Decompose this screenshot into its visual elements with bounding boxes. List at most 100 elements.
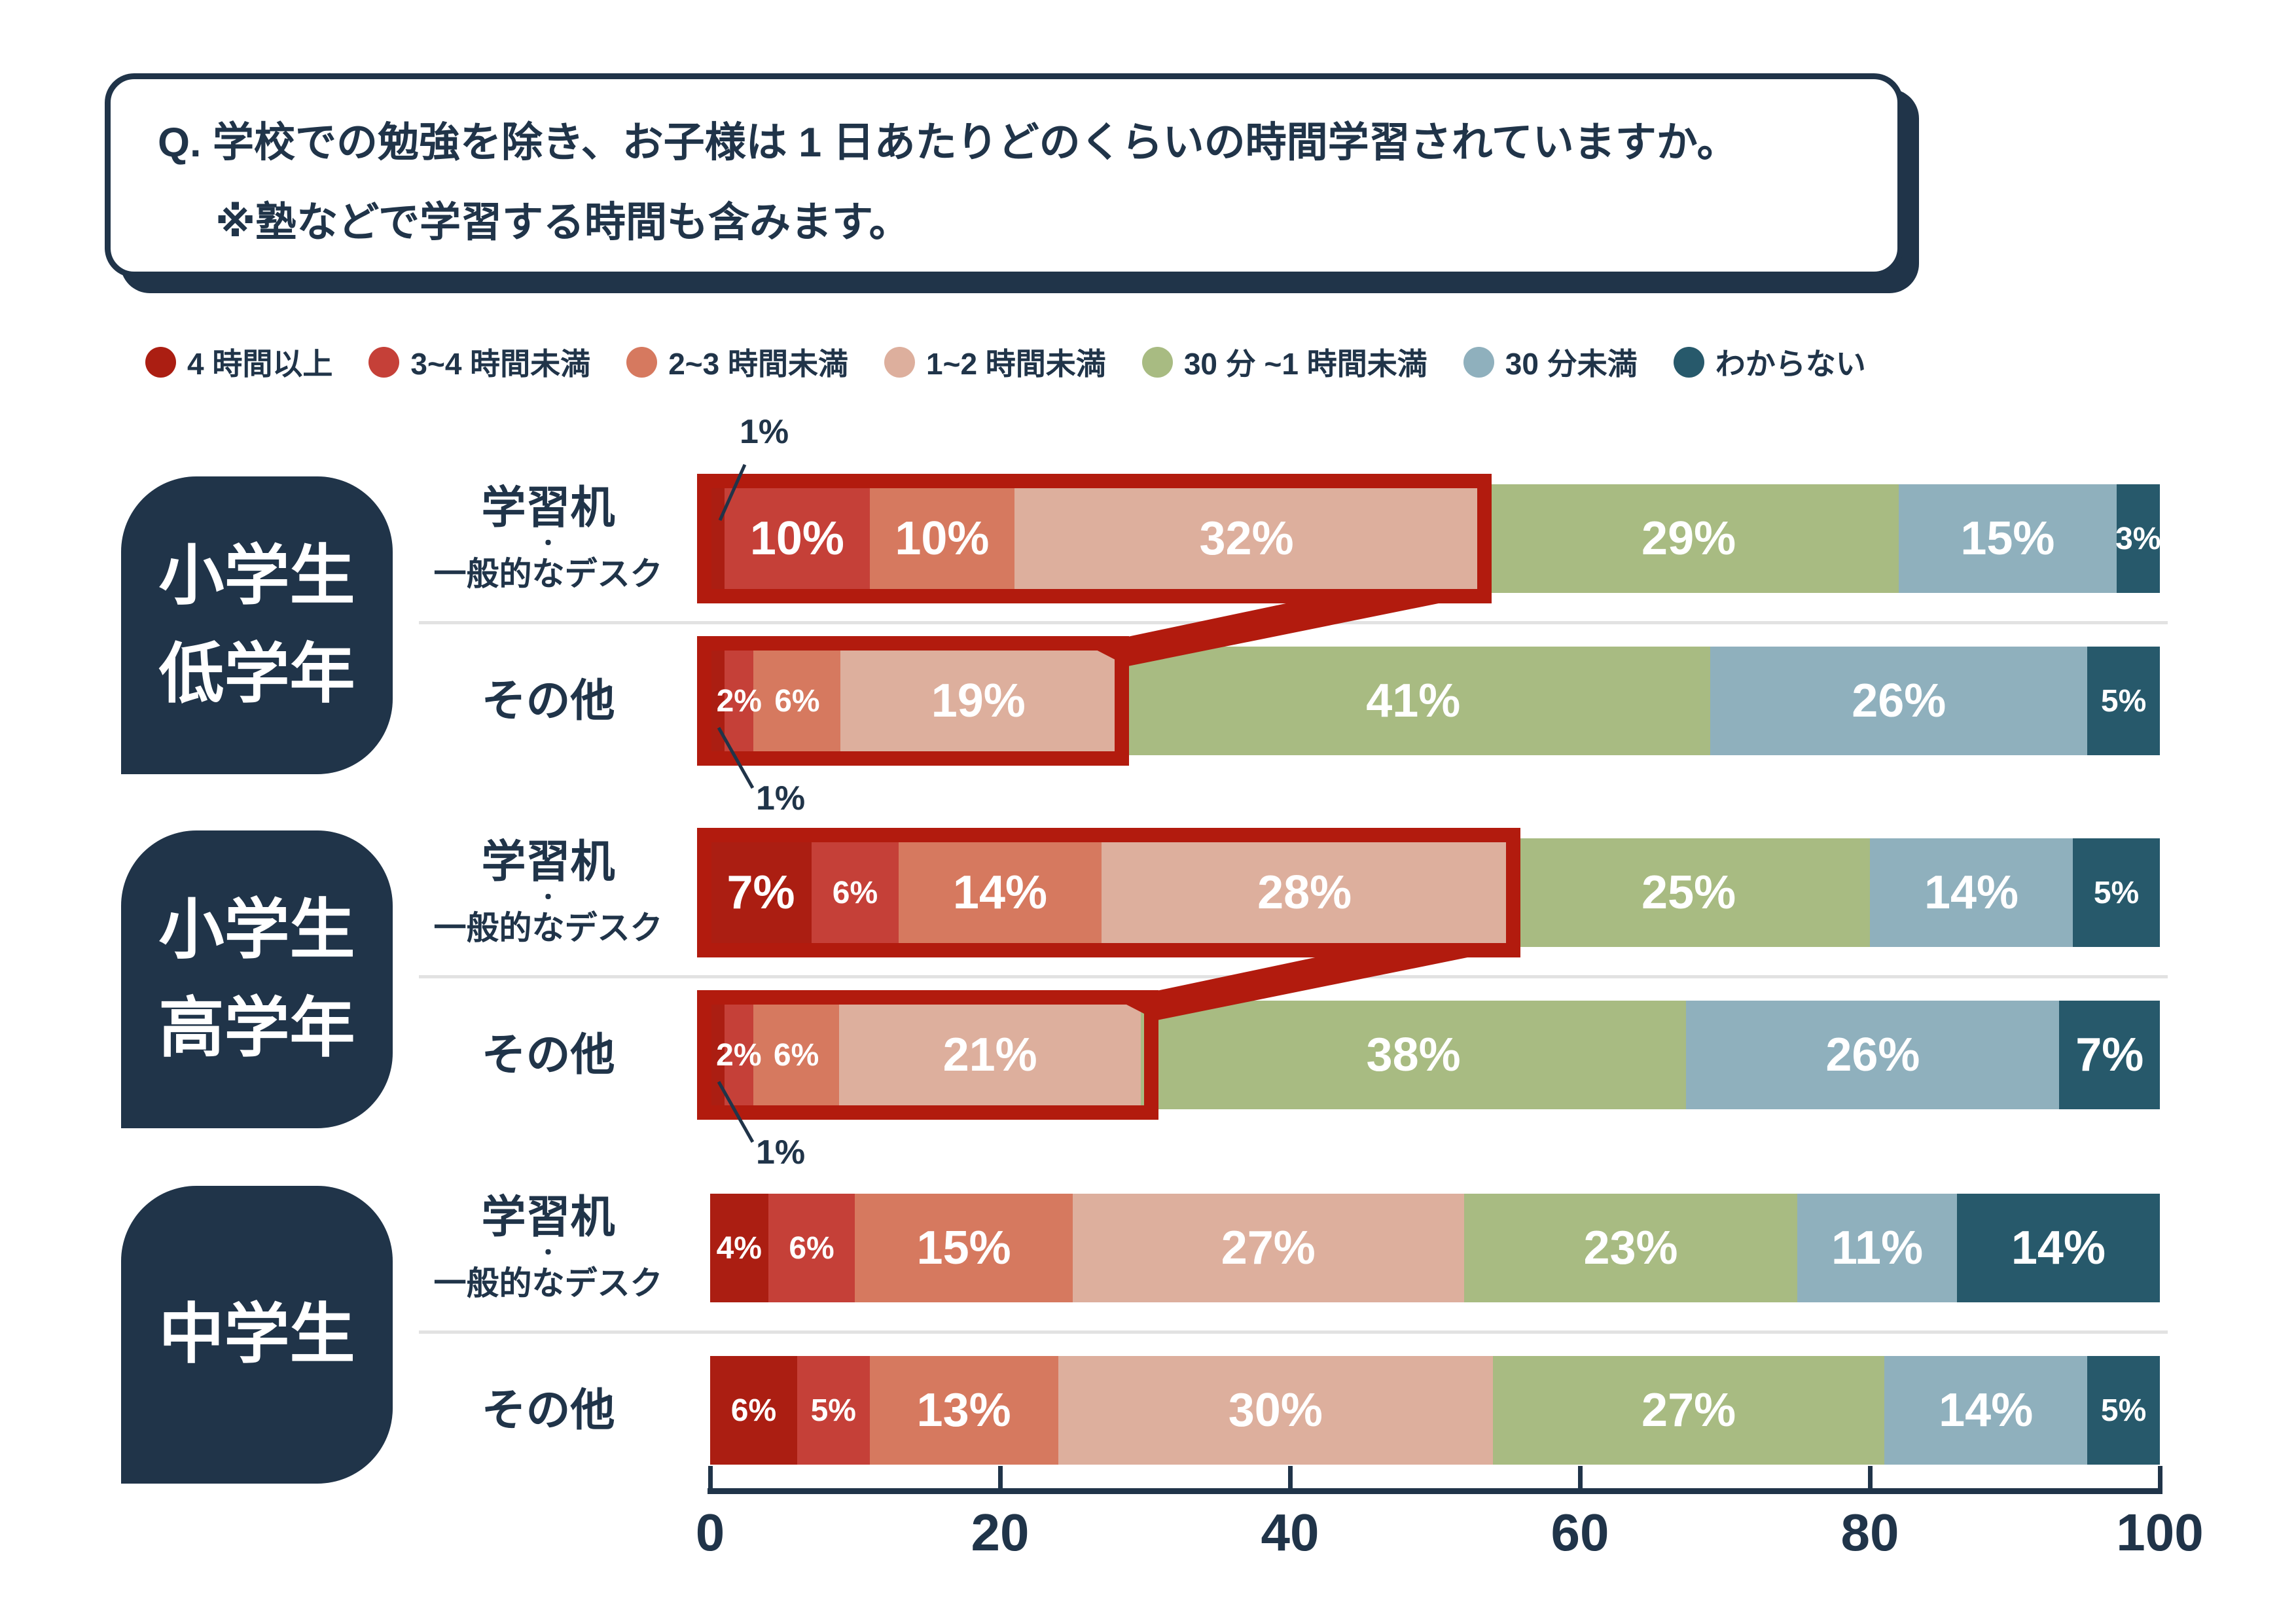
bar-segment: 5% — [2087, 647, 2160, 755]
bar-row: 4% 6% 15% 27% 23% 11% 14% — [710, 1194, 2160, 1302]
bar-segment: 15% — [1899, 484, 2117, 593]
row-label-text: ・ — [537, 531, 560, 556]
legend-color-dot-icon — [145, 346, 176, 378]
x-axis-tick — [2158, 1466, 2162, 1488]
bar-segment: 26% — [1710, 647, 2088, 755]
bar-segment-label: 15% — [1960, 512, 2055, 565]
bar-segment: 7% — [710, 838, 812, 947]
legend-item: 30 分未満 — [1463, 340, 1638, 383]
bar-segment-label: 5% — [2100, 683, 2147, 719]
bar-segment-label: 10% — [749, 512, 844, 565]
legend-color-dot-icon — [1463, 346, 1494, 378]
row-label-text: ・ — [537, 1240, 560, 1266]
bar-segment: 25% — [1507, 838, 1870, 947]
bar-segment: 29% — [1478, 484, 1899, 593]
bar-segment-label: 41% — [1366, 675, 1461, 727]
bar-segment-label: 25% — [1641, 866, 1736, 919]
bar-segment-label: 27% — [1641, 1384, 1736, 1436]
x-axis-tick — [1578, 1466, 1583, 1488]
bar-segment: 41% — [1116, 647, 1711, 755]
group-label: 低学年 — [158, 637, 355, 711]
legend-label: 4 時間以上 — [187, 347, 333, 381]
bar-segment-label: 26% — [1852, 675, 1946, 727]
question-box: Q. 学校での勉強を除き、お子様は 1 日あたりどのくらいの時間学習されています… — [105, 73, 1903, 277]
bar-segment: 3% — [2115, 484, 2161, 593]
leader-annotation-label: 1% — [756, 779, 806, 817]
bar-segment-label: 21% — [942, 1029, 1037, 1081]
bar-segment-label: 5% — [2100, 1393, 2147, 1428]
bar-segment: 30% — [1058, 1356, 1494, 1465]
legend-item: 3~4 時間未満 — [368, 340, 590, 383]
bar-segment-label: 4% — [716, 1230, 762, 1266]
bar-segment: 14% — [1956, 1194, 2160, 1302]
bar-segment: 14% — [898, 838, 1102, 947]
row-label-text: その他 — [481, 675, 615, 726]
question-line-2: ※塾などで学習する時間も含みます。 — [215, 200, 910, 245]
bar-segment: 13% — [869, 1356, 1058, 1465]
bar-segment: 5% — [2073, 838, 2160, 947]
bar-segment-label: 2% — [716, 1037, 762, 1073]
group-separator-line — [419, 1330, 2168, 1334]
x-axis-tick-label: 60 — [1551, 1503, 1609, 1561]
x-axis-tick — [708, 1466, 713, 1488]
x-axis-tick-label: 20 — [971, 1503, 1030, 1561]
leader-annotation-label: 1% — [740, 413, 789, 451]
bar-segment: 23% — [1463, 1194, 1798, 1302]
bar-segment: 11% — [1797, 1194, 1957, 1302]
row-label-other: その他 — [393, 627, 704, 775]
bar-segment-label: 3% — [2115, 521, 2161, 556]
bar-row: 10% 10% 32% 29% 15% 3% — [710, 484, 2161, 593]
x-axis-tick — [998, 1466, 1003, 1488]
x-axis-tick-label: 100 — [2116, 1503, 2204, 1561]
x-axis-tick-label: 0 — [695, 1503, 725, 1561]
legend-color-dot-icon — [1673, 346, 1704, 378]
bar-segment: 6% — [753, 647, 841, 755]
bar-row: 7% 6% 14% 28% 25% 14% 5% — [710, 838, 2160, 947]
bar-segment: 26% — [1686, 1001, 2060, 1109]
row-label-desk: 学習机・一般的なデスク — [393, 465, 704, 613]
legend-item: 1~2 時間未満 — [884, 340, 1106, 383]
bar-segment-label: 38% — [1366, 1029, 1461, 1081]
bar-row: 6% 5% 13% 30% 27% 14% 5% — [710, 1356, 2160, 1465]
bar-segment-label: 5% — [2093, 875, 2140, 910]
legend-color-dot-icon — [626, 346, 658, 378]
bar-segment-label: 6% — [832, 875, 878, 910]
group-separator-line — [419, 621, 2168, 624]
bar-segment-label: 28% — [1257, 866, 1352, 919]
row-label-text: 一般的なデスク — [433, 1265, 663, 1302]
bar-segment-label: 19% — [931, 675, 1026, 727]
bar-segment-label: 13% — [916, 1384, 1011, 1436]
bar-segment — [710, 484, 725, 593]
legend-label: 30 分 ~1 時間未満 — [1183, 347, 1427, 381]
bar-segment: 27% — [1493, 1356, 1885, 1465]
question-line-1: Q. 学校での勉強を除き、お子様は 1 日あたりどのくらいの時間学習されています… — [158, 120, 1738, 166]
legend-label: 1~2 時間未満 — [926, 347, 1106, 381]
legend-item: 2~3 時間未満 — [626, 340, 848, 383]
legend-label: 30 分未満 — [1505, 347, 1638, 381]
x-axis-tick-label: 80 — [1840, 1503, 1899, 1561]
row-label-text: 学習机 — [481, 837, 615, 887]
x-axis-tick — [1868, 1466, 1873, 1488]
bar-segment-label: 6% — [773, 1037, 819, 1073]
bar-segment: 7% — [2059, 1001, 2160, 1109]
bar-segment: 2% — [717, 647, 762, 755]
row-label-desk: 学習机・一般的なデスク — [393, 819, 704, 967]
bar-segment: 6% — [812, 838, 899, 947]
bar-row: 2% 6% 21% 38% 26% 7% — [710, 1001, 2160, 1109]
legend-label: わからない — [1715, 347, 1866, 381]
group-box: 小学生 高学年 — [121, 830, 393, 1128]
bar-segment: 5% — [797, 1356, 870, 1465]
bar-segment: 10% — [869, 484, 1015, 593]
bar-segment: 10% — [725, 484, 870, 593]
bar-segment-label: 6% — [789, 1230, 834, 1266]
group-box: 中学生 — [121, 1185, 393, 1484]
legend-label: 3~4 時間未満 — [410, 347, 591, 381]
row-label-text: 学習机 — [481, 1192, 615, 1242]
bar-segment: 38% — [1140, 1001, 1687, 1109]
x-axis-line — [708, 1488, 2162, 1494]
bar-segment: 27% — [1072, 1194, 1464, 1302]
bar-segment: 6% — [710, 1356, 797, 1465]
bar-segment-label: 10% — [895, 512, 990, 565]
bar-segment-label: 29% — [1641, 512, 1736, 565]
